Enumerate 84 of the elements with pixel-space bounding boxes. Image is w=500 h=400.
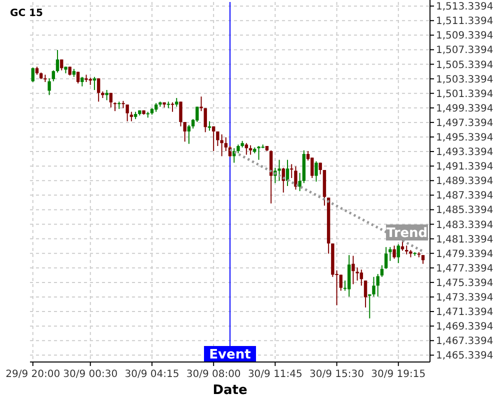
candlestick (248, 144, 252, 156)
candlestick (212, 126, 216, 152)
text: GC 15 (10, 8, 43, 19)
candlestick (44, 74, 47, 82)
candlestick (216, 130, 220, 146)
y-tick-label: 1,471.3394 (436, 307, 494, 318)
y-tick-label: 1,467.3394 (436, 336, 494, 348)
y-tick-label: 1,487.3394 (436, 190, 494, 202)
candlestick (196, 106, 199, 122)
x-tick-label: 30/9 04:15 (124, 369, 180, 380)
candlestick (392, 245, 396, 260)
candlestick (384, 246, 388, 270)
y-tick-label: 1,469.3394 (436, 322, 494, 333)
candlestick (96, 78, 100, 102)
y-tick-label: 1,477.3394 (436, 263, 494, 274)
candlestick (130, 111, 134, 122)
candlestick (208, 120, 212, 132)
candlestick (200, 96, 203, 112)
candlestick (126, 104, 129, 122)
candlestick (396, 244, 400, 264)
y-tick-label: 1,501.3394 (436, 88, 494, 100)
candlestick (118, 101, 121, 110)
candlestick (339, 274, 342, 292)
candlestick (388, 246, 392, 262)
candlestick (105, 90, 108, 101)
y-tick-label: 1,485.3394 (436, 205, 494, 216)
x-tick-label: 30/9 11:45 (248, 369, 302, 380)
y-tick-label: 1,479.3394 (436, 248, 494, 260)
candlestick (80, 76, 84, 87)
y-tick-label: 1,489.3394 (436, 176, 494, 188)
candlestick (380, 264, 384, 278)
x-tick-label: 30/9 15:30 (310, 369, 364, 380)
y-tick-label: 1,495.3394 (436, 132, 494, 144)
x-tick-label: 30/9 19:15 (371, 369, 426, 380)
y-tick-label: 1,509.3394 (436, 30, 494, 42)
y-tick-label: 1,483.3394 (436, 220, 494, 231)
candlestick (310, 157, 314, 178)
candlestick (48, 78, 51, 96)
candlestick (109, 92, 113, 108)
candlestick (298, 172, 302, 192)
y-tick-label: 1,491.3394 (436, 162, 494, 173)
y-tick-label: 1,503.3394 (436, 74, 494, 86)
candlestick (220, 134, 224, 157)
candlestick (257, 146, 260, 160)
candlestick (376, 274, 380, 298)
y-tick-label: 1,493.3394 (436, 147, 494, 158)
candlestick (360, 269, 364, 286)
y-tick-label: 1,505.3394 (436, 60, 494, 71)
candlestick (372, 276, 376, 298)
candlestick (314, 160, 318, 182)
candlestick (352, 255, 355, 285)
y-tick-label: 1,465.3394 (436, 350, 494, 362)
candlestick (294, 166, 298, 190)
candlestick (52, 70, 56, 82)
candlestick (400, 240, 404, 252)
x-axis-title: Date (212, 383, 248, 398)
x-tick-label: 30/9 08:00 (186, 369, 241, 380)
candlestick (364, 280, 368, 308)
candlestick (183, 122, 186, 142)
y-tick-label: 1,475.3394 (436, 278, 494, 289)
y-tick-label: 1,481.3394 (436, 234, 494, 246)
y-tick-label: 1,511.3394 (436, 16, 494, 28)
candlestick (278, 159, 281, 182)
y-tick-label: 1,497.3394 (436, 118, 494, 129)
y-tick-label: 1,499.3394 (436, 103, 494, 114)
series-label: Trend (386, 226, 428, 241)
candlestick (318, 162, 322, 175)
candlestick (179, 101, 182, 127)
candlestick (356, 266, 359, 282)
candlestick (417, 252, 421, 258)
y-tick-label: 1,507.3394 (436, 45, 494, 56)
candlestick (31, 66, 34, 82)
annotation: Event (209, 348, 251, 362)
y-tick-label: 1,513.3394 (436, 2, 494, 13)
x-tick-label: 29/9 20:00 (6, 369, 60, 380)
candlestick (187, 124, 191, 144)
candlestick (290, 164, 294, 178)
x-tick-label: 30/9 00:30 (63, 369, 118, 380)
candlestick (170, 102, 174, 112)
candlestick (56, 50, 60, 74)
candlestick (204, 108, 207, 133)
candlestick (224, 136, 228, 152)
y-tick-label: 1,473.3394 (436, 292, 494, 304)
candlestick (368, 294, 372, 319)
